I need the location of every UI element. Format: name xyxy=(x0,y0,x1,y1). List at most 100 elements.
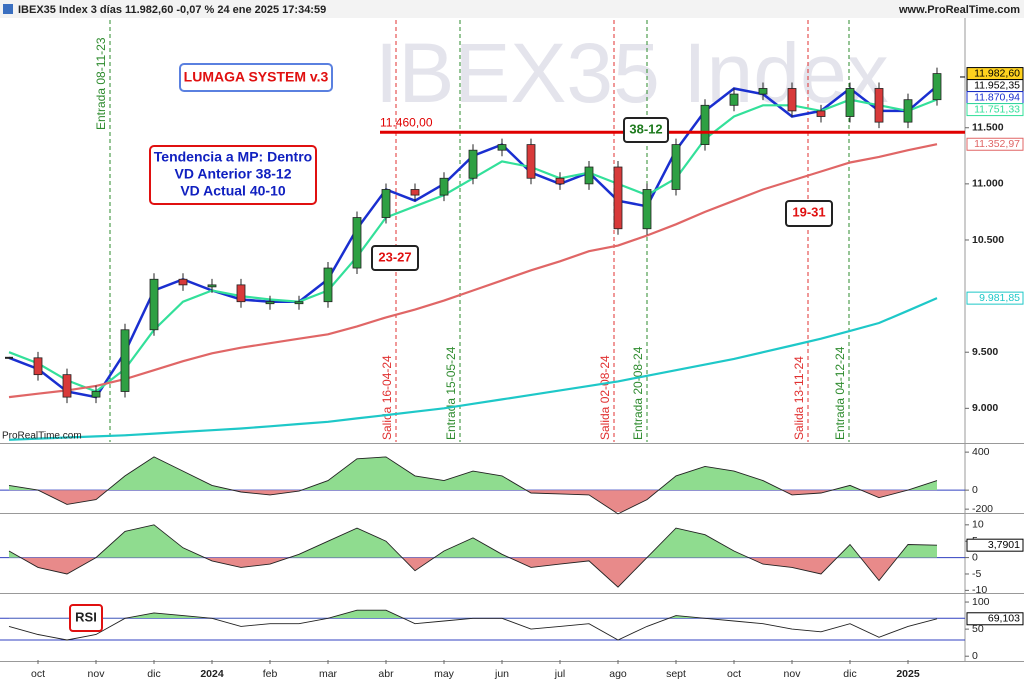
axis-value-label: 9.981,85 xyxy=(979,292,1020,304)
price-body xyxy=(323,267,333,303)
axis-value-label: 3,7901 xyxy=(988,539,1020,551)
event-label: Entrada 04-12-24 xyxy=(833,346,847,440)
rsi-box xyxy=(69,604,103,632)
moving-average xyxy=(8,143,938,399)
x-tick-label: abr xyxy=(378,668,394,680)
price-body xyxy=(700,104,710,145)
event-label: Salida 02-08-24 xyxy=(598,355,612,440)
x-tick-label: dic xyxy=(147,668,160,680)
oscillator-line xyxy=(8,456,938,515)
x-tick-label: ago xyxy=(609,668,627,680)
tag: 23-27 xyxy=(378,249,411,264)
negative-area xyxy=(9,557,937,588)
x-tick-label: sept xyxy=(666,668,686,680)
price-body xyxy=(265,301,275,305)
source: ProRealTime.com xyxy=(2,431,82,442)
header-bar xyxy=(0,0,1024,18)
axis-value-box xyxy=(966,612,1024,626)
price-body xyxy=(468,149,478,179)
axis-value-label: 69,103 xyxy=(988,613,1020,625)
price-body xyxy=(729,93,739,106)
watermark: IBEX35 Index xyxy=(375,26,889,120)
tag-box xyxy=(371,245,419,271)
price-body xyxy=(932,73,942,101)
overbought-area xyxy=(125,610,705,619)
price-body xyxy=(845,88,855,117)
y-tick-label: 100 xyxy=(972,596,990,608)
header-icon xyxy=(3,4,13,14)
price-body xyxy=(526,144,536,179)
price-body xyxy=(874,88,884,123)
trend-line: VD Actual 40-10 xyxy=(180,183,286,199)
header-title: IBEX35 Index 3 días 11.982,60 -0,07 % 24… xyxy=(18,4,326,16)
axis-value-label: 11.352,97 xyxy=(974,138,1020,150)
price-body xyxy=(410,189,420,196)
axis-value-box xyxy=(966,103,1024,117)
x-tick-label: mar xyxy=(319,668,338,680)
axis-value-box xyxy=(966,291,1024,305)
axis-value-label: 11.952,35 xyxy=(974,79,1020,91)
price-body xyxy=(787,88,797,112)
price-body xyxy=(497,144,507,151)
price-body xyxy=(91,391,101,398)
x-tick-label: oct xyxy=(727,668,741,680)
x-tick-label: nov xyxy=(88,668,106,680)
price-body xyxy=(294,301,304,305)
y-tick-label: 0 xyxy=(972,650,978,662)
event-label: Entrada 20-08-24 xyxy=(631,346,645,440)
tag-box xyxy=(785,200,833,227)
y-tick-label: 0 xyxy=(972,484,978,496)
event-label: Salida 16-04-24 xyxy=(380,355,394,440)
price-body xyxy=(33,357,43,376)
rsi-title: RSI xyxy=(75,609,97,624)
x-tick-label: nov xyxy=(784,668,802,680)
axis-value-box xyxy=(966,137,1024,151)
price-body xyxy=(816,110,826,117)
positive-area xyxy=(9,524,937,558)
event-label: Entrada 08-11-23 xyxy=(94,37,108,130)
system-title: LUMAGA SYSTEM v.3 xyxy=(184,69,329,85)
y-tick-label: 400 xyxy=(972,446,990,458)
price-body xyxy=(207,284,217,288)
y-tick-label: 9.500 xyxy=(972,346,998,358)
price-body xyxy=(352,217,362,269)
rsi-line xyxy=(8,609,938,641)
negative-area xyxy=(9,490,937,513)
positive-area xyxy=(9,456,937,491)
event-label: Entrada 15-05-24 xyxy=(444,346,458,440)
y-tick-label: 0 xyxy=(972,551,978,563)
price-body xyxy=(613,166,623,230)
x-tick-label: jul xyxy=(554,668,566,680)
price-body xyxy=(671,144,681,190)
oscillator-line xyxy=(8,524,938,588)
trend-line: Tendencia a MP: Dentro xyxy=(154,149,312,165)
y-tick-label: 11.000 xyxy=(972,178,1004,190)
header-site[interactable]: www.ProRealTime.com xyxy=(898,4,1020,16)
price-body xyxy=(584,166,594,185)
y-tick-label: 9.000 xyxy=(972,402,998,414)
x-tick-label: jun xyxy=(494,668,509,680)
y-tick-label: -10 xyxy=(972,584,987,596)
price-body xyxy=(642,189,652,230)
y-tick-label: 10 xyxy=(972,519,984,531)
x-tick-label: 2025 xyxy=(896,668,920,680)
price-body xyxy=(439,177,449,196)
price-body xyxy=(120,329,130,392)
axis-value-box xyxy=(966,538,1024,552)
y-tick-label: -5 xyxy=(972,568,981,580)
price-body xyxy=(758,88,768,95)
axis-value-label: 11.870,94 xyxy=(974,91,1020,103)
price-body xyxy=(178,278,188,286)
moving-average xyxy=(8,297,938,441)
axis-value-label: 11.982,60 xyxy=(974,67,1020,79)
tag: 19-31 xyxy=(792,204,825,219)
event-label: Salida 13-11-24 xyxy=(792,356,806,440)
trend-box xyxy=(149,145,317,205)
y-tick-label: 10.500 xyxy=(972,234,1004,246)
price-body xyxy=(62,374,72,398)
x-tick-label: feb xyxy=(263,668,278,680)
tag: 38-12 xyxy=(629,121,662,136)
x-tick-label: dic xyxy=(843,668,856,680)
x-tick-label: may xyxy=(434,668,455,680)
